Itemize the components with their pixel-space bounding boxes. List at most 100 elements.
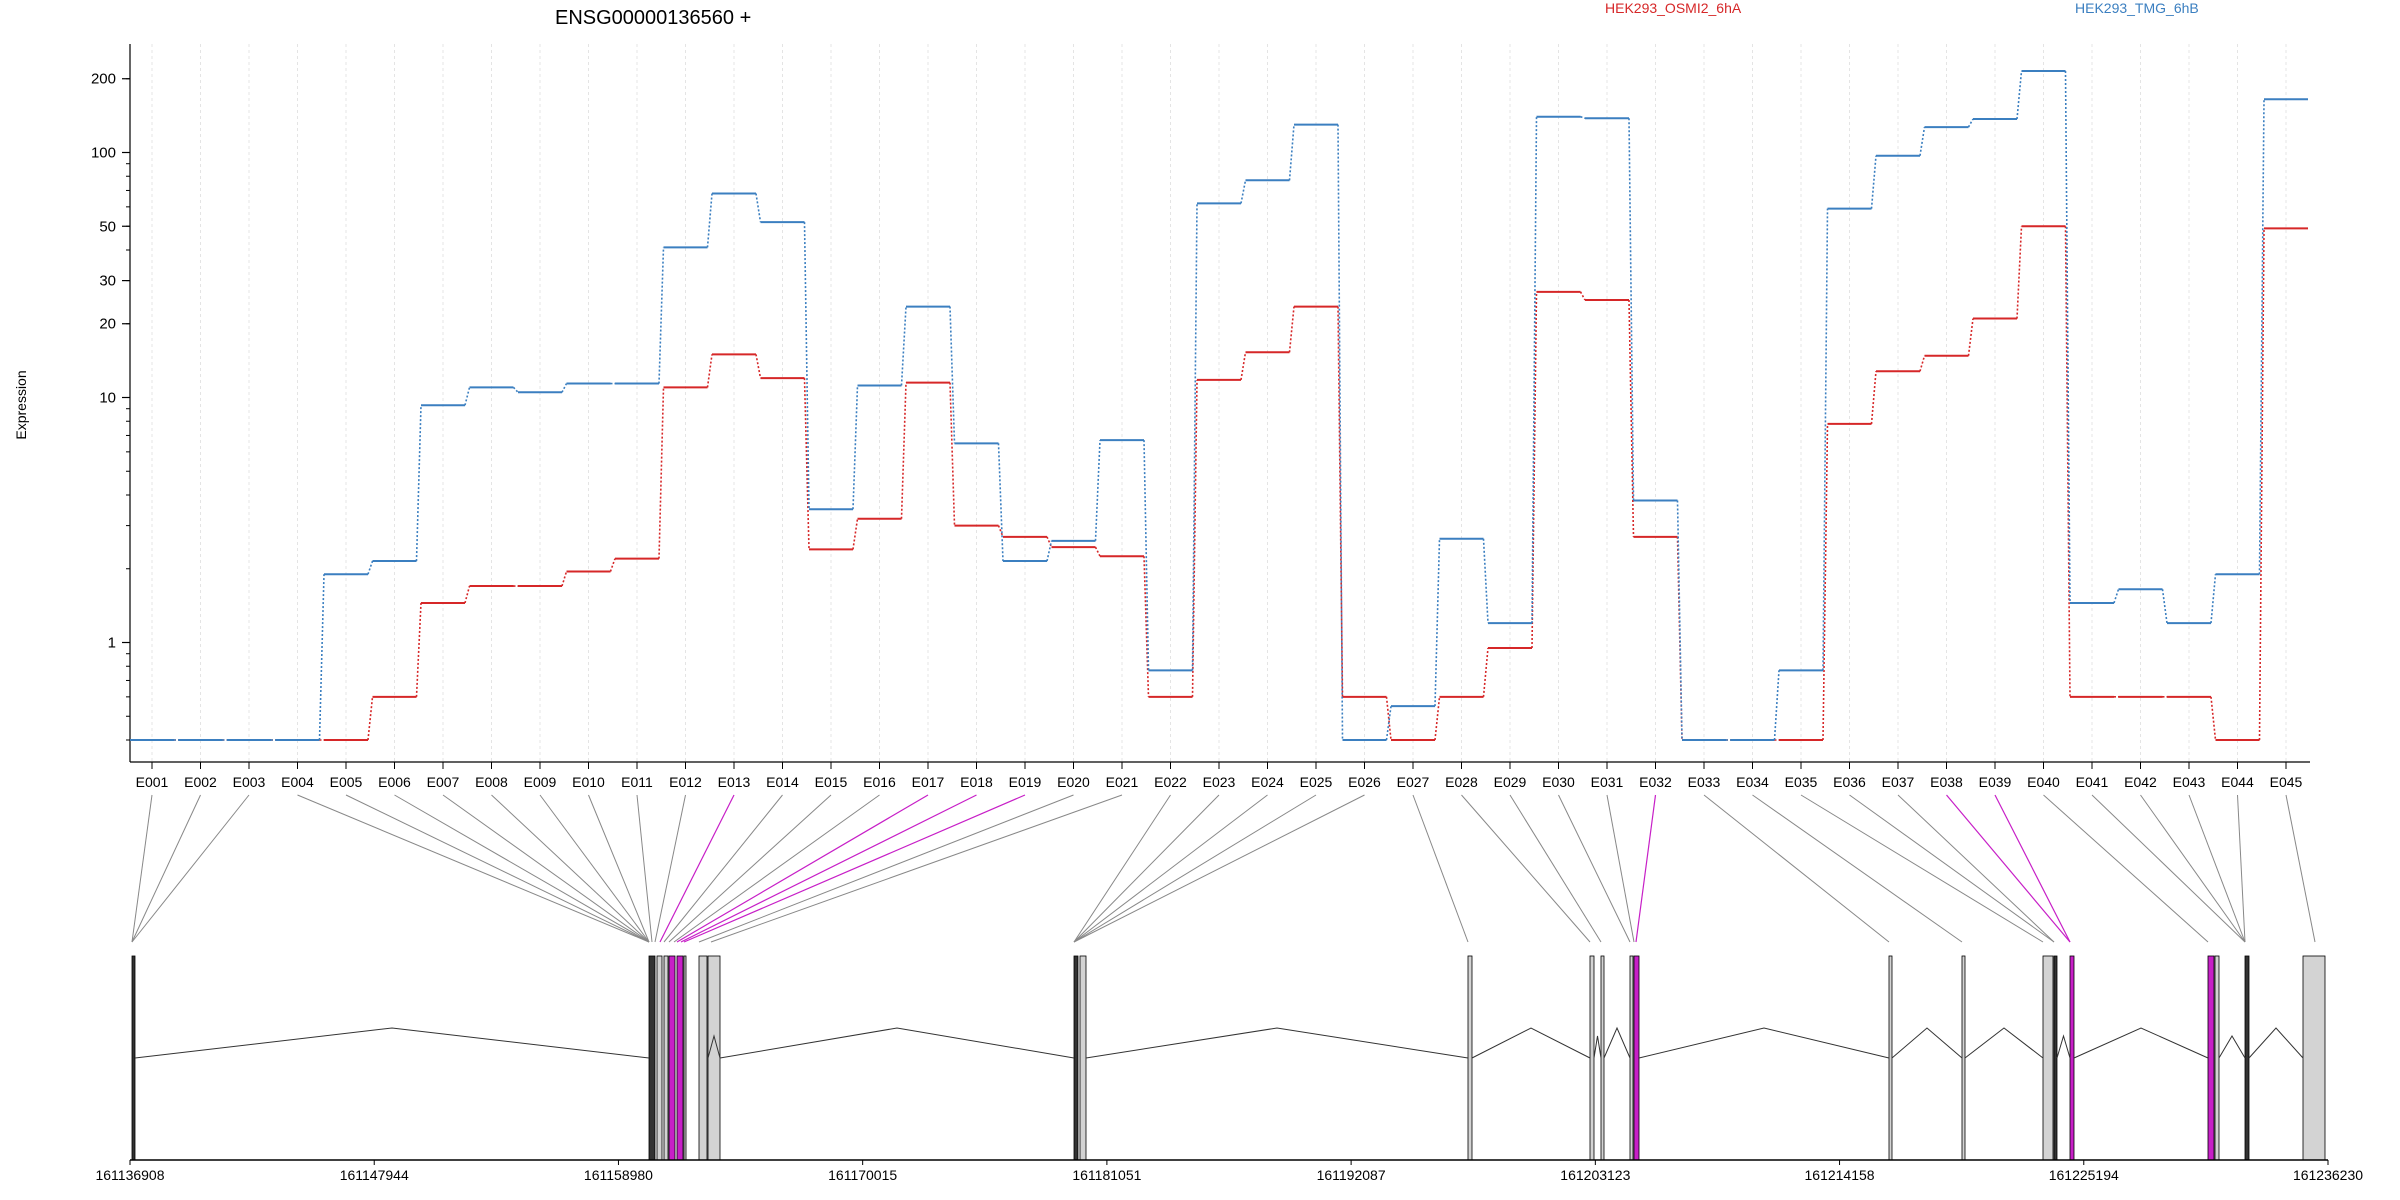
genome-tick-label: 161236230 bbox=[2293, 1167, 2363, 1183]
data-connector bbox=[1531, 116, 1538, 624]
exon-connector bbox=[1461, 794, 1591, 943]
data-connector bbox=[1240, 180, 1247, 204]
y-tick-label: 30 bbox=[99, 273, 116, 290]
exon-label: E034 bbox=[1736, 774, 1769, 790]
y-tick-label: 100 bbox=[91, 144, 116, 161]
data-connector bbox=[997, 443, 1004, 562]
highlighted-exon-connector bbox=[683, 794, 1026, 943]
data-connector bbox=[1870, 155, 1877, 209]
exon-label: E006 bbox=[378, 774, 411, 790]
legend-tmg: HEK293_TMG_6hB bbox=[2075, 0, 2199, 16]
exon-label: E011 bbox=[621, 774, 653, 790]
exon-label: E005 bbox=[330, 774, 363, 790]
data-connector bbox=[755, 193, 762, 223]
exon-block bbox=[663, 955, 669, 1161]
data-connector bbox=[1773, 670, 1780, 741]
exon-label: E020 bbox=[1057, 774, 1090, 790]
highlighted-exon-block bbox=[1633, 955, 1640, 1161]
exon-block bbox=[2244, 955, 2250, 1161]
exon-block bbox=[698, 955, 708, 1161]
data-connector bbox=[1288, 124, 1295, 181]
exon-block bbox=[1079, 955, 1087, 1161]
exon-connector bbox=[698, 794, 1074, 943]
exon-connector bbox=[1606, 794, 1635, 943]
intron-line bbox=[2056, 1034, 2071, 1059]
y-tick-label: 20 bbox=[99, 316, 116, 333]
exon-block bbox=[1073, 955, 1079, 1161]
exon-label: E033 bbox=[1688, 774, 1721, 790]
data-connector bbox=[900, 382, 907, 519]
exon-label: E031 bbox=[1591, 774, 1624, 790]
exon-connector bbox=[2237, 794, 2246, 943]
exon-label: E025 bbox=[1300, 774, 1333, 790]
chart-title: ENSG00000136560 + bbox=[555, 7, 751, 29]
data-connector bbox=[1531, 291, 1538, 648]
exon-label: E009 bbox=[524, 774, 557, 790]
data-connector bbox=[1434, 696, 1441, 741]
highlighted-exon-block bbox=[2207, 955, 2215, 1161]
data-connector bbox=[949, 306, 956, 444]
genome-tick-label: 161181051 bbox=[1072, 1167, 1141, 1183]
exon-block bbox=[1888, 955, 1893, 1161]
exon-label: E001 bbox=[136, 774, 169, 790]
intron-line bbox=[1603, 1026, 1631, 1059]
intron-line bbox=[2248, 1027, 2304, 1059]
exon-label: E040 bbox=[2027, 774, 2060, 790]
exon-connector bbox=[131, 794, 153, 943]
exon-label: E027 bbox=[1397, 774, 1430, 790]
y-tick-label: 200 bbox=[91, 71, 116, 88]
exon-connector bbox=[668, 794, 832, 943]
intron-line bbox=[2073, 1027, 2209, 1059]
series-lines bbox=[130, 70, 2308, 741]
data-connector bbox=[1337, 124, 1344, 741]
y-tick-label: 50 bbox=[99, 218, 116, 235]
exon-block bbox=[2214, 955, 2220, 1161]
data-connector bbox=[1579, 291, 1586, 301]
data-connector bbox=[367, 560, 374, 575]
exon-block bbox=[2053, 955, 2058, 1161]
exon-label: E022 bbox=[1154, 774, 1187, 790]
highlighted-exon-connector bbox=[659, 794, 735, 943]
data-connector bbox=[1870, 371, 1877, 425]
data-connector bbox=[1240, 352, 1247, 381]
genome-axis: 161136908 161147944 161158980 161170015 1611… bbox=[95, 1159, 2363, 1183]
intron-line bbox=[1638, 1027, 1890, 1059]
exon-connector bbox=[1073, 794, 1365, 943]
exon-connector bbox=[710, 794, 1123, 943]
exon-connector bbox=[491, 794, 650, 943]
exon-label: E003 bbox=[233, 774, 266, 790]
exon-label: E038 bbox=[1930, 774, 1963, 790]
exon-connector bbox=[1412, 794, 1469, 943]
exon-connector bbox=[1073, 794, 1317, 943]
exon-connector bbox=[2140, 794, 2246, 943]
exon-label: E004 bbox=[281, 774, 314, 790]
exon-label: E012 bbox=[669, 774, 702, 790]
data-connector bbox=[2016, 70, 2023, 120]
exon-block bbox=[2302, 955, 2326, 1161]
exon-block bbox=[1961, 955, 1966, 1161]
data-connector bbox=[2210, 696, 2217, 741]
exon-label: E018 bbox=[960, 774, 993, 790]
exon-label: E032 bbox=[1639, 774, 1672, 790]
data-connector bbox=[1337, 306, 1344, 697]
data-connector bbox=[464, 585, 471, 604]
exon-label: E045 bbox=[2270, 774, 2303, 790]
exon-connector bbox=[345, 794, 650, 943]
exon-label: E029 bbox=[1494, 774, 1527, 790]
data-connector bbox=[706, 354, 713, 388]
data-connector bbox=[415, 405, 422, 562]
exon-connector bbox=[2188, 794, 2246, 943]
series-group bbox=[130, 70, 2308, 741]
highlighted-exon-connector bbox=[1994, 794, 2071, 943]
genome-tick-label: 161136908 bbox=[95, 1167, 164, 1183]
exon-block bbox=[1600, 955, 1605, 1161]
data-connector bbox=[803, 378, 810, 550]
y-tick-label: 1 bbox=[108, 635, 116, 652]
exon-block bbox=[683, 955, 687, 1161]
data-connector bbox=[1143, 440, 1150, 671]
genome-tick-label: 161203123 bbox=[1560, 1167, 1630, 1183]
exon-connector bbox=[1073, 794, 1220, 943]
data-connector bbox=[706, 193, 713, 248]
exon-label: E016 bbox=[863, 774, 896, 790]
